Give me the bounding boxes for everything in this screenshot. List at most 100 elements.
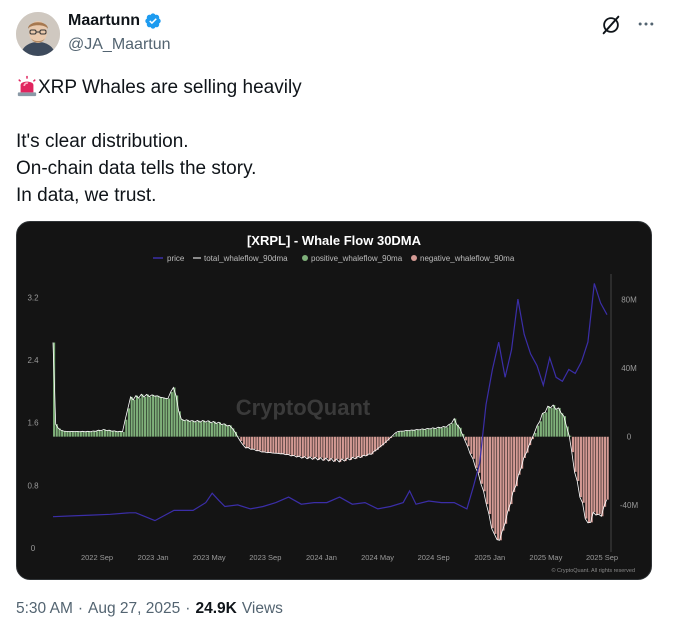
grok-button[interactable]	[600, 14, 622, 36]
negative-flow-bar	[379, 436, 382, 448]
tweet-date[interactable]: Aug 27, 2025	[88, 600, 181, 617]
negative-flow-bar	[282, 436, 286, 454]
legend-price: price	[167, 254, 185, 263]
positive-flow-bar	[202, 420, 206, 437]
negative-flow-bar	[512, 436, 516, 493]
negative-flow-bar	[266, 436, 270, 453]
positive-flow-bar	[191, 420, 195, 437]
tweet-line-1: It's clear distribution.	[16, 131, 189, 152]
positive-flow-bar	[411, 429, 414, 437]
negative-flow-bar	[486, 436, 489, 505]
positive-flow-bar	[84, 431, 88, 437]
positive-flow-bar	[221, 424, 224, 437]
positive-flow-bar	[534, 432, 537, 437]
x-tick-label: 2024 May	[361, 553, 394, 562]
negative-flow-bar	[258, 436, 262, 451]
positive-flow-bar	[55, 423, 59, 437]
whale-flow-chart: [XRPL] - Whale Flow 30DMA price total_wh…	[27, 233, 638, 574]
negative-flow-bar	[256, 436, 259, 451]
negative-flow-bar	[520, 436, 524, 469]
positive-flow-bar	[68, 431, 72, 437]
negative-flow-bar	[242, 436, 246, 445]
positive-flow-bar	[536, 425, 540, 437]
x-tick-label: 2024 Sep	[418, 553, 450, 562]
negative-flow-bar	[574, 436, 577, 473]
positive-flow-bar	[451, 423, 454, 437]
verified-badge-icon[interactable]	[144, 12, 162, 30]
chart-image[interactable]: [XRPL] - Whale Flow 30DMA price total_wh…	[16, 221, 652, 580]
negative-flow-bar	[328, 436, 331, 462]
positive-flow-bar	[154, 396, 157, 437]
negative-flow-bar	[585, 436, 588, 519]
positive-flow-bar	[224, 423, 227, 437]
negative-flow-bar	[368, 436, 371, 455]
negative-flow-bar	[582, 436, 585, 503]
negative-flow-bar	[499, 436, 502, 541]
negative-flow-bar	[515, 436, 519, 487]
views-label: Views	[241, 600, 283, 617]
positive-flow-bar	[175, 395, 179, 437]
chart-watermark: CryptoQuant	[236, 395, 371, 420]
positive-flow-bar	[205, 421, 208, 437]
positive-flow-bar	[87, 431, 91, 437]
positive-flow-bar	[547, 406, 551, 437]
negative-flow-bar	[330, 436, 334, 459]
positive-flow-bar	[111, 431, 115, 437]
negative-flow-bar	[336, 436, 339, 460]
negative-flow-bar	[603, 436, 607, 507]
author-handle[interactable]: @JA_Maartun	[68, 36, 171, 53]
negative-flow-bar	[250, 436, 254, 450]
positive-flow-bar	[66, 431, 69, 437]
negative-flow-bar	[475, 436, 478, 469]
negative-flow-bar	[301, 436, 305, 459]
positive-flow-bar	[167, 398, 171, 437]
legend-negative: negative_whaleflow_90ma	[420, 254, 515, 263]
positive-flow-bar	[544, 412, 548, 437]
tweet-time[interactable]: 5:30 AM	[16, 600, 73, 617]
negative-flow-bar	[472, 436, 476, 460]
negative-flow-bar	[577, 436, 580, 482]
positive-flow-bar	[71, 431, 75, 437]
siren-emoji-icon	[17, 75, 37, 97]
positive-flow-bar	[92, 430, 96, 437]
positive-flow-bar	[424, 429, 428, 437]
positive-flow-bar	[207, 420, 211, 437]
negative-flow-bar	[298, 436, 302, 457]
negative-flow-bar	[317, 436, 321, 461]
positive-flow-bar	[189, 421, 192, 437]
negative-flow-bar	[333, 436, 337, 462]
x-axis: 2022 Sep 2023 Jan 2023 May 2023 Sep 2024 Jan…	[81, 553, 618, 562]
positive-flow-bar	[552, 404, 556, 437]
positive-flow-bar	[63, 430, 67, 437]
positive-flow-bar	[79, 431, 83, 437]
positive-flow-bar	[550, 407, 553, 437]
negative-flow-bar	[293, 436, 297, 456]
negative-flow-bar	[304, 436, 307, 457]
x-tick-label: 2023 Jan	[138, 553, 169, 562]
negative-flow-bar	[245, 436, 248, 449]
negative-flow-bar	[464, 436, 468, 441]
positive-flow-bar	[416, 429, 420, 437]
tweet-headline: XRP Whales are selling heavily	[38, 77, 302, 98]
avatar[interactable]	[16, 12, 60, 56]
negative-flow-bar	[381, 436, 385, 446]
author-name[interactable]: Maartunn	[68, 12, 140, 29]
x-tick-label: 2022 Sep	[81, 553, 113, 562]
y-left-tick-label: 1.6	[27, 419, 39, 428]
negative-flow-bar	[280, 436, 283, 454]
total-whaleflow-line	[52, 342, 607, 541]
positive-flow-bar	[74, 431, 77, 437]
y-left-tick-label: 0.8	[27, 481, 39, 490]
positive-flow-bar	[454, 418, 457, 437]
more-options-button[interactable]	[634, 12, 658, 36]
positive-flow-bar	[133, 399, 136, 437]
positive-flow-bar	[397, 431, 401, 437]
negative-flow-bar	[571, 436, 575, 453]
negative-flow-bar	[349, 436, 353, 461]
positive-flow-bar	[117, 431, 120, 437]
negative-flow-bar	[376, 436, 379, 450]
negative-flow-bar	[314, 436, 318, 458]
y-left-tick-label: 0	[31, 544, 36, 553]
negative-flow-bar	[510, 436, 513, 505]
positive-flow-bar	[138, 397, 141, 437]
